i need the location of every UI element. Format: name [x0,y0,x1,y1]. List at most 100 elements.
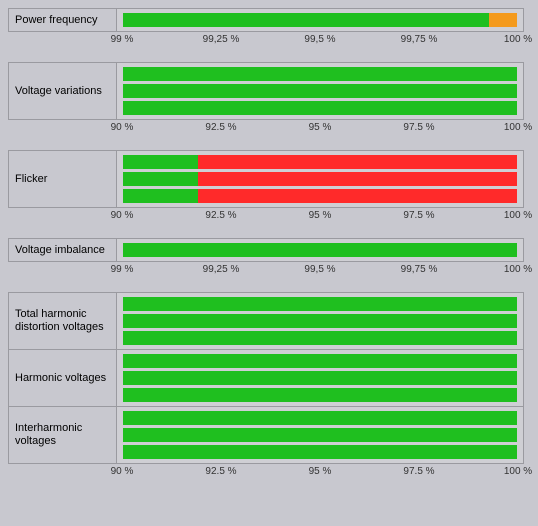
bar [123,101,517,115]
bar-cell [116,292,524,350]
chart-group: Flicker90 %92.5 %95 %97.5 %100 % [8,150,524,224]
bar-segment [123,172,198,186]
axis-tick: 100 % [504,210,532,221]
axis: 99 %99,25 %99,5 %99,75 %100 % [8,262,524,278]
bar [123,189,517,203]
axis-tick: 99,75 % [401,264,438,275]
bar-segment [489,13,517,27]
bar [123,13,517,27]
bar [123,314,517,328]
panel-row: Voltage variations [8,62,524,120]
axis-tick: 99,25 % [203,34,240,45]
axis-tick: 95 % [309,210,332,221]
axis-tick: 92.5 % [205,210,236,221]
axis-tick: 92.5 % [205,466,236,477]
axis-tick: 97.5 % [403,122,434,133]
bar-segment [123,411,517,425]
chart-group: Total harmonic distortion voltagesHarmon… [8,292,524,480]
axis-tick: 99 % [111,34,134,45]
chart-group: Power frequency99 %99,25 %99,5 %99,75 %1… [8,8,524,48]
bar-segment [123,297,517,311]
bar-segment [123,428,517,442]
bar-segment [123,13,489,27]
axis-cell: 99 %99,25 %99,5 %99,75 %100 % [116,262,524,278]
panel-label: Power frequency [8,8,116,32]
panel-label: Total harmonic distortion voltages [8,292,116,350]
axis-tick: 92.5 % [205,122,236,133]
axis-cell: 99 %99,25 %99,5 %99,75 %100 % [116,32,524,48]
bar [123,371,517,385]
bar-segment [123,67,517,81]
axis: 90 %92.5 %95 %97.5 %100 % [8,464,524,480]
panel-row: Voltage imbalance [8,238,524,262]
bar [123,428,517,442]
bar [123,411,517,425]
bar-segment [123,101,517,115]
panel-row: Flicker [8,150,524,208]
axis: 90 %92.5 %95 %97.5 %100 % [8,120,524,136]
panel-label: Voltage imbalance [8,238,116,262]
chart-group: Voltage variations90 %92.5 %95 %97.5 %10… [8,62,524,136]
axis: 99 %99,25 %99,5 %99,75 %100 % [8,32,524,48]
bar-segment [123,84,517,98]
panel-label: Flicker [8,150,116,208]
panel-label: Voltage variations [8,62,116,120]
axis-tick: 90 % [111,122,134,133]
bar-segment [123,243,517,257]
bar-segment [123,155,198,169]
bar-segment [123,354,517,368]
bar-segment [123,189,198,203]
panel-row: Total harmonic distortion voltages [8,292,524,350]
bar [123,354,517,368]
bar-cell [116,238,524,262]
axis-cell: 90 %92.5 %95 %97.5 %100 % [116,120,524,136]
bar-segment [123,445,517,459]
bar-segment [198,155,517,169]
bar-segment [123,314,517,328]
axis-tick: 100 % [504,122,532,133]
bar-cell [116,62,524,120]
bar [123,84,517,98]
axis-tick: 99,25 % [203,264,240,275]
axis-tick: 100 % [504,264,532,275]
panel-row: Harmonic voltages [8,350,524,407]
bar-cell [116,350,524,407]
axis: 90 %92.5 %95 %97.5 %100 % [8,208,524,224]
axis-tick: 100 % [504,34,532,45]
bar [123,155,517,169]
bar [123,297,517,311]
bar [123,67,517,81]
bar-segment [123,388,517,402]
bar-segment [198,172,517,186]
axis-tick: 99,5 % [304,34,335,45]
axis-tick: 100 % [504,466,532,477]
axis-tick: 99,5 % [304,264,335,275]
axis-cell: 90 %92.5 %95 %97.5 %100 % [116,464,524,480]
bar-cell [116,150,524,208]
axis-tick: 99,75 % [401,34,438,45]
bar-segment [123,331,517,345]
axis-tick: 95 % [309,466,332,477]
panel-label: Harmonic voltages [8,350,116,407]
bar-cell [116,407,524,464]
axis-tick: 90 % [111,466,134,477]
axis-tick: 99 % [111,264,134,275]
bar [123,388,517,402]
bar [123,172,517,186]
bar-segment [123,371,517,385]
axis-tick: 97.5 % [403,466,434,477]
bar [123,243,517,257]
power-quality-summary: Power frequency99 %99,25 %99,5 %99,75 %1… [8,8,524,480]
chart-group: Voltage imbalance 99 % 99,25 % 99,5 % 99,75 … [8,238,524,278]
axis-tick: 95 % [309,122,332,133]
bar-segment [198,189,517,203]
bar-cell [116,8,524,32]
axis-tick: 97.5 % [403,210,434,221]
panel-row: Power frequency [8,8,524,32]
bar [123,445,517,459]
bar [123,331,517,345]
panel-label: Interharmonic voltages [8,407,116,464]
axis-cell: 90 %92.5 %95 %97.5 %100 % [116,208,524,224]
axis-tick: 90 % [111,210,134,221]
panel-row: Interharmonic voltages [8,407,524,464]
